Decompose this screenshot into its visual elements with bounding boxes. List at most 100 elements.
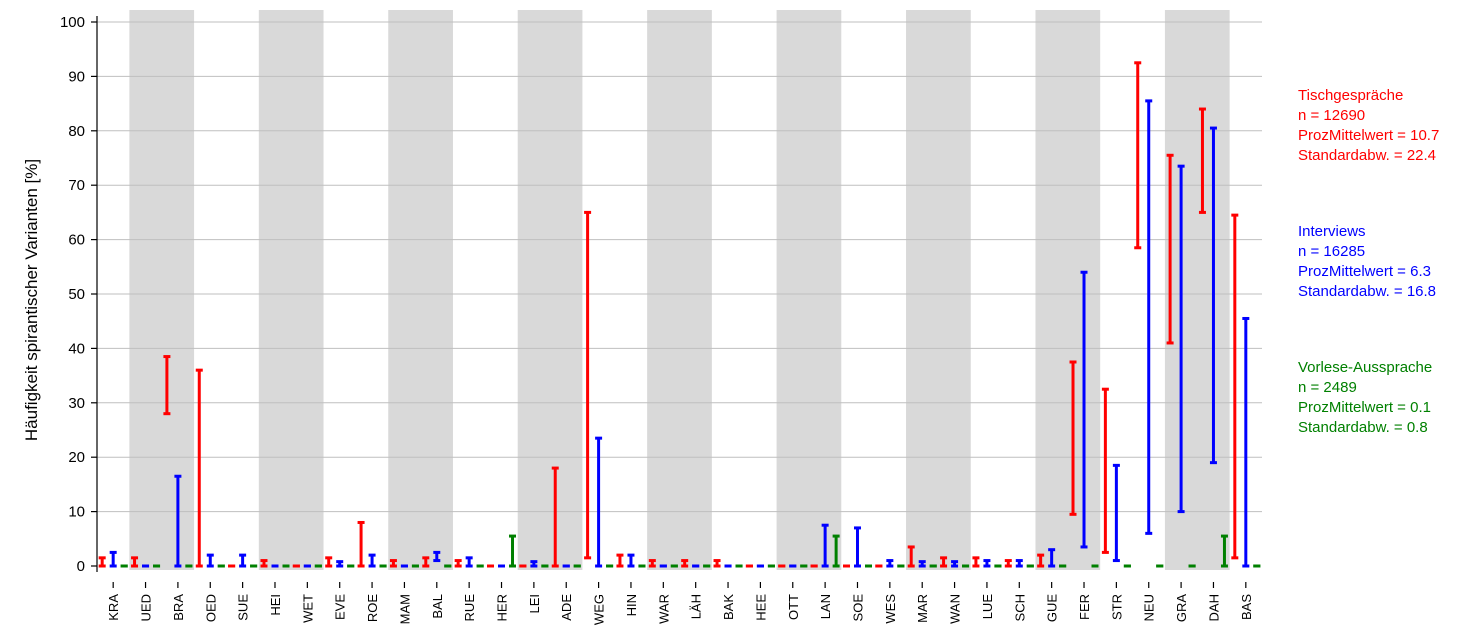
range-mark: [422, 556, 430, 568]
y-tick-label: 80: [68, 123, 85, 140]
range-mark: [983, 559, 991, 568]
shaded-band: [388, 10, 453, 570]
x-tick-label: LAN: [818, 594, 833, 619]
x-tick-label: WEG: [592, 594, 607, 625]
range-mark: [907, 545, 915, 568]
range-mark: [648, 559, 656, 568]
x-tick-label: HIN: [624, 594, 639, 616]
x-tick-label: OTT: [786, 594, 801, 620]
x-tick-label: HER: [495, 594, 510, 621]
y-tick-label: 60: [68, 232, 85, 249]
range-mark: [1209, 126, 1217, 465]
range-mark: [336, 560, 344, 568]
range-mark: [853, 526, 861, 568]
legend-mean: ProzMittelwert = 10.7: [1298, 127, 1440, 144]
legend-series-name: Vorlese-Aussprache: [1298, 359, 1433, 376]
range-mark: [163, 355, 171, 416]
range-mark: [972, 556, 980, 568]
range-mark: [940, 556, 948, 568]
range-mark: [713, 559, 721, 568]
range-mark: [239, 553, 247, 568]
range-mark: [509, 534, 517, 568]
x-tick-label: WAN: [948, 594, 963, 624]
range-mark: [530, 560, 538, 568]
range-mark: [1134, 61, 1142, 250]
shaded-band: [647, 10, 712, 570]
x-tick-label: HEI: [268, 594, 283, 616]
range-mark: [918, 560, 926, 568]
range-mark: [454, 559, 462, 568]
range-mark: [595, 436, 603, 568]
y-tick-label: 90: [68, 68, 85, 85]
x-tick-label: BAK: [721, 594, 736, 620]
shaded-band: [1035, 10, 1101, 570]
shaded-band: [906, 10, 971, 570]
range-mark: [951, 560, 959, 568]
legend-sd: Standardabw. = 0.8: [1298, 419, 1428, 436]
legend-sd: Standardabw. = 22.4: [1298, 147, 1437, 164]
x-tick-label: LUE: [980, 594, 995, 620]
legend-n: n = 12690: [1298, 107, 1366, 124]
x-tick-label: OED: [203, 594, 218, 622]
shaded-band: [258, 10, 324, 570]
legend-n: n = 16285: [1298, 243, 1366, 260]
range-mark: [1177, 164, 1185, 514]
x-tick-label: WES: [883, 594, 898, 624]
range-mark: [98, 556, 106, 568]
range-mark: [886, 559, 894, 568]
range-mark: [1015, 559, 1023, 568]
range-mark: [1048, 548, 1056, 568]
x-tick-label: LÄH: [689, 594, 704, 619]
x-tick-label: STR: [1109, 594, 1124, 620]
shaded-band: [1164, 10, 1230, 570]
shaded-band: [776, 10, 842, 570]
range-mark: [1220, 534, 1228, 568]
x-tick-label: SOE: [850, 594, 865, 622]
range-mark: [584, 210, 592, 560]
range-mark: [681, 559, 689, 568]
x-tick-label: DAH: [1206, 594, 1221, 621]
legend-series-name: Interviews: [1298, 223, 1366, 240]
range-mark: [1069, 360, 1077, 516]
legend-tischgespraeche: Tischgespräche n = 12690 ProzMittelwert …: [1298, 86, 1439, 166]
x-tick-label: KRA: [106, 594, 121, 621]
x-tick-label: BRA: [171, 594, 186, 621]
range-mark: [1198, 107, 1206, 214]
x-tick-label: WET: [300, 594, 315, 623]
range-mark: [109, 550, 117, 568]
y-tick-label: 20: [68, 449, 85, 466]
range-mark: [325, 556, 333, 568]
range-mark: [357, 520, 365, 568]
x-tick-label: BAL: [430, 594, 445, 619]
x-tick-label: HEE: [753, 594, 768, 621]
x-tick-label: GRA: [1174, 594, 1189, 623]
x-tick-label: SUE: [236, 594, 251, 621]
x-tick-label: GUE: [1045, 594, 1060, 623]
range-mark: [627, 553, 635, 568]
shaded-band: [129, 10, 195, 570]
x-tick-label: BAS: [1239, 594, 1254, 620]
x-tick-label: EVE: [333, 594, 348, 620]
shaded-band: [517, 10, 583, 570]
legend-interviews: Interviews n = 16285 ProzMittelwert = 6.…: [1298, 222, 1436, 302]
range-mark: [260, 559, 268, 568]
x-tick-label: SCH: [1012, 594, 1027, 621]
range-mark: [1242, 316, 1250, 568]
range-mark: [551, 466, 559, 568]
legend-sd: Standardabw. = 16.8: [1298, 283, 1437, 300]
legend-n: n = 2489: [1298, 379, 1357, 396]
range-mark: [616, 553, 624, 568]
x-tick-label: ROE: [365, 594, 380, 623]
x-tick-label: RUE: [462, 594, 477, 622]
y-tick-label: 10: [68, 504, 85, 521]
y-tick-label: 30: [68, 395, 85, 412]
range-mark: [433, 550, 441, 563]
range-mark: [1101, 387, 1109, 554]
range-mark: [1004, 559, 1012, 568]
legend-vorlese-aussprache: Vorlese-Aussprache n = 2489 ProzMittelwe…: [1298, 358, 1432, 438]
range-mark: [465, 556, 473, 568]
range-mark: [195, 368, 203, 568]
range-mark: [1145, 99, 1153, 535]
x-tick-label: ADE: [559, 594, 574, 621]
